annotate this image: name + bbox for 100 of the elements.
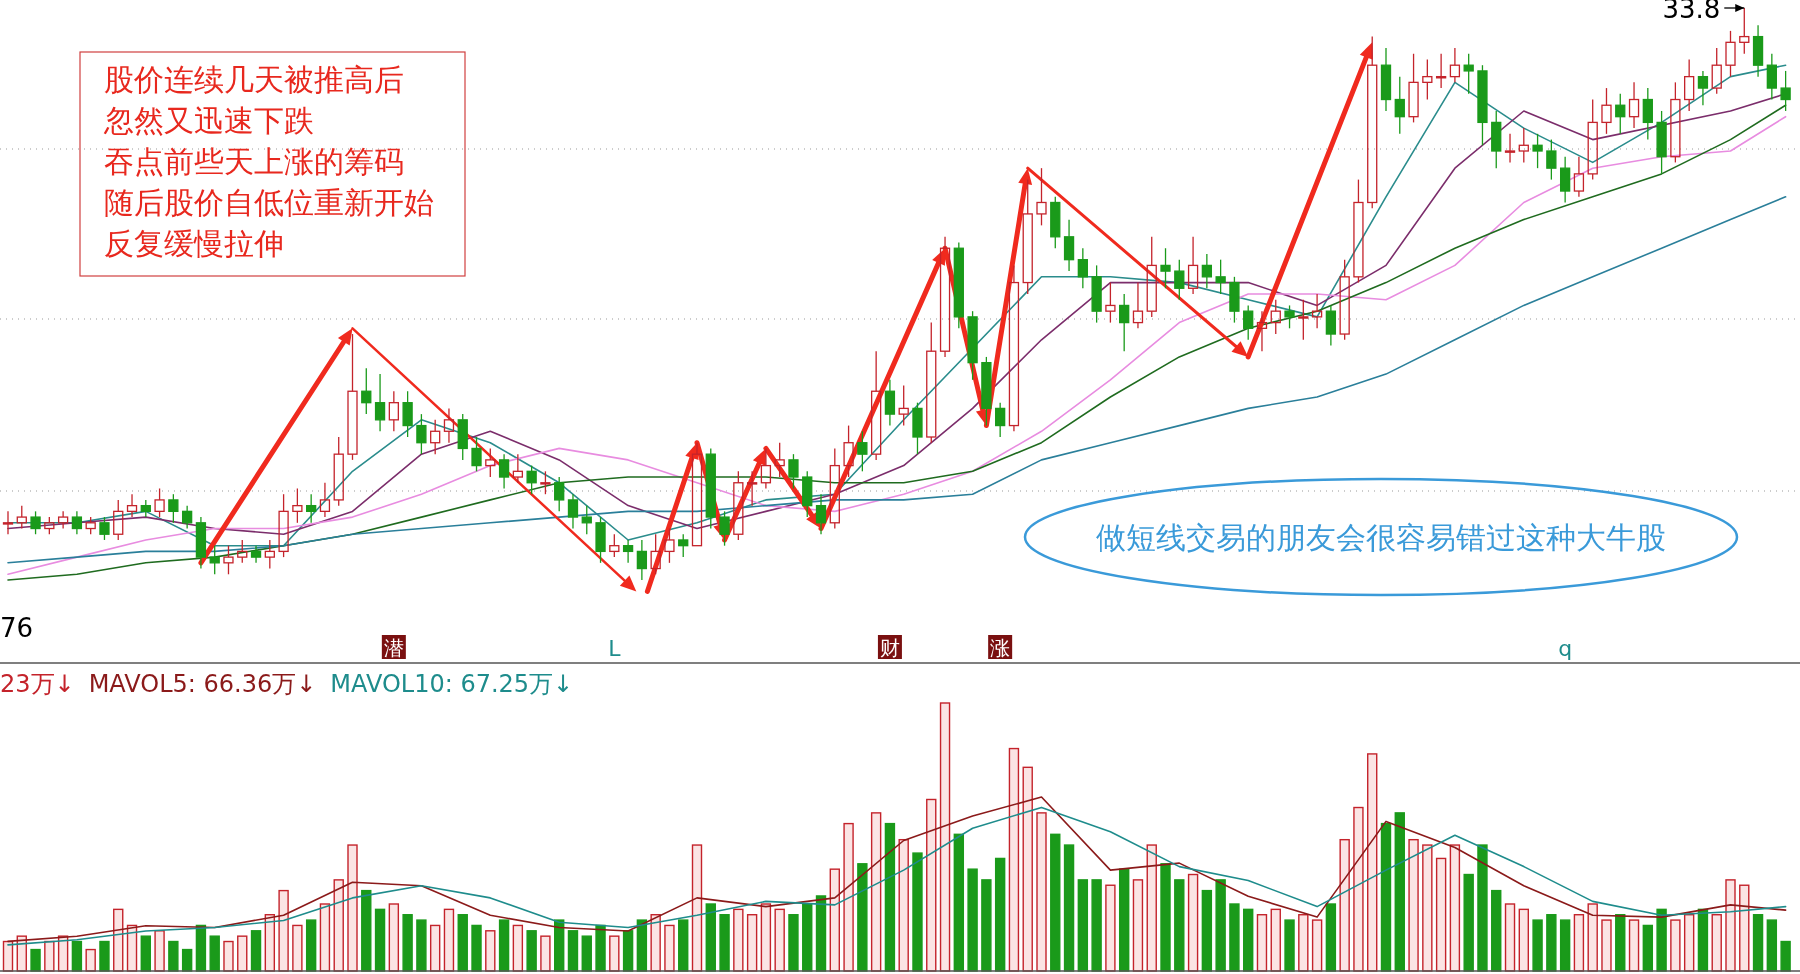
bar — [1546, 914, 1557, 972]
bar — [774, 908, 785, 972]
text: q — [1558, 636, 1573, 661]
annotation: 吞点前些天上涨的筹码 — [104, 144, 404, 179]
candlestick — [1573, 156, 1585, 198]
bar — [1573, 914, 1585, 972]
candlestick — [622, 539, 634, 564]
bar — [30, 948, 41, 972]
candlestick — [1256, 310, 1268, 352]
bar — [760, 903, 772, 972]
bar — [1601, 919, 1612, 972]
bar — [1642, 924, 1654, 972]
bar — [1766, 919, 1778, 972]
bar — [1367, 753, 1378, 972]
bar — [526, 930, 537, 972]
bar — [374, 908, 386, 972]
bar — [1132, 879, 1144, 972]
candlestick — [2, 510, 14, 535]
candlestick — [374, 373, 386, 432]
bar — [1394, 812, 1405, 972]
bar — [1670, 919, 1681, 972]
bar — [540, 935, 551, 972]
bar — [347, 844, 358, 972]
bar — [815, 895, 827, 972]
bar — [870, 812, 882, 972]
text: MAVOL10: 67.25万↓ — [330, 670, 574, 698]
bar — [99, 940, 110, 972]
bar — [1118, 868, 1130, 972]
bar — [1711, 914, 1722, 972]
bar — [1477, 844, 1488, 972]
bar — [1077, 879, 1089, 972]
bar — [691, 844, 703, 972]
bar — [1063, 844, 1075, 972]
bar — [664, 924, 675, 972]
bar — [44, 940, 55, 972]
bar — [485, 930, 496, 972]
candlestick — [1008, 264, 1020, 432]
bar — [292, 924, 303, 972]
bar — [1298, 914, 1309, 972]
bar — [1201, 889, 1213, 972]
bar — [1656, 908, 1667, 972]
bar — [1628, 919, 1640, 972]
bar — [1353, 806, 1364, 972]
bar — [1408, 838, 1419, 972]
annotation: 忽然又迅速下跌 — [103, 103, 314, 138]
bar — [1270, 908, 1281, 972]
bar — [705, 903, 716, 972]
bar — [926, 798, 937, 972]
bar — [1187, 873, 1199, 972]
candlestick — [939, 236, 951, 358]
bar — [1463, 873, 1474, 972]
bar — [305, 919, 317, 972]
bar — [1284, 919, 1295, 972]
bar — [498, 919, 510, 972]
bar — [223, 940, 234, 972]
bar — [333, 879, 344, 972]
candlestick — [181, 504, 193, 530]
candlestick — [443, 407, 455, 444]
bar — [443, 908, 455, 972]
text: 76 — [0, 613, 34, 643]
bar — [1752, 914, 1764, 972]
bar — [457, 914, 468, 972]
candlestick — [57, 510, 69, 530]
candlestick — [1697, 70, 1709, 106]
candlestick — [1628, 81, 1640, 129]
candlestick — [1311, 293, 1323, 329]
bar — [981, 879, 992, 972]
candlestick — [1752, 24, 1764, 78]
candlestick — [1132, 281, 1144, 329]
bar — [650, 914, 661, 972]
text: 财 — [879, 636, 900, 660]
bar — [1091, 879, 1102, 972]
bar — [567, 930, 579, 972]
candlestick — [195, 516, 207, 570]
bar — [1036, 812, 1047, 972]
bar — [733, 908, 744, 972]
bar — [1243, 908, 1254, 972]
bar — [388, 903, 400, 972]
bar — [71, 940, 83, 972]
bar — [1256, 914, 1268, 972]
annotation: 随后股价自低位重新开始 — [104, 185, 434, 220]
bar — [1615, 914, 1626, 972]
bar — [719, 914, 730, 972]
bar — [595, 924, 606, 972]
bar — [788, 914, 799, 972]
bar — [471, 924, 482, 972]
bar — [1105, 884, 1116, 972]
candlestick — [815, 493, 827, 535]
bar — [1050, 833, 1061, 972]
bar — [609, 935, 620, 972]
text: MAVOL5: 66.36万↓ — [88, 670, 317, 698]
bar — [802, 903, 813, 972]
bar — [1311, 919, 1323, 972]
candlestick — [71, 510, 83, 535]
bar — [1518, 908, 1529, 972]
bar — [1380, 822, 1392, 972]
bar — [994, 857, 1006, 972]
bar — [416, 919, 427, 972]
candlestick — [512, 453, 524, 484]
bar — [154, 930, 165, 972]
